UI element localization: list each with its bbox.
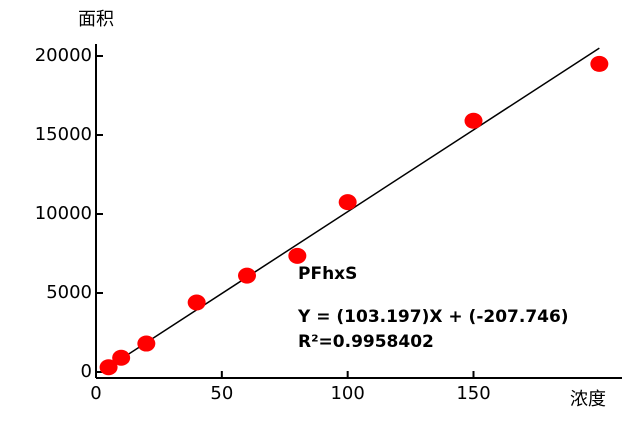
data-point bbox=[338, 194, 357, 211]
y-tick-label: 10000 bbox=[35, 203, 92, 224]
x-axis-label: 浓度 bbox=[570, 389, 606, 410]
y-tick-label: 15000 bbox=[35, 124, 92, 145]
data-point bbox=[187, 294, 206, 311]
x-tick-label: 0 bbox=[90, 383, 101, 404]
x-tick-label: 150 bbox=[456, 383, 490, 404]
equation: Y = (103.197)X + (-207.746) bbox=[297, 307, 569, 327]
y-axis-label: 面积 bbox=[78, 9, 114, 30]
data-point bbox=[464, 112, 483, 129]
data-point bbox=[137, 335, 156, 352]
y-tick-label: 5000 bbox=[46, 282, 92, 303]
data-point bbox=[288, 247, 307, 264]
x-tick-label: 100 bbox=[330, 383, 364, 404]
data-point bbox=[112, 349, 131, 366]
x-tick-label: 50 bbox=[210, 383, 233, 404]
data-point bbox=[238, 267, 257, 284]
y-tick-label: 0 bbox=[81, 361, 92, 382]
data-point bbox=[99, 359, 118, 376]
y-tick-label: 20000 bbox=[35, 45, 92, 66]
fit-line bbox=[100, 47, 600, 373]
r-squared: R²=0.9958402 bbox=[298, 332, 434, 352]
compound-name: PFhxS bbox=[298, 264, 357, 284]
data-point bbox=[590, 55, 609, 72]
